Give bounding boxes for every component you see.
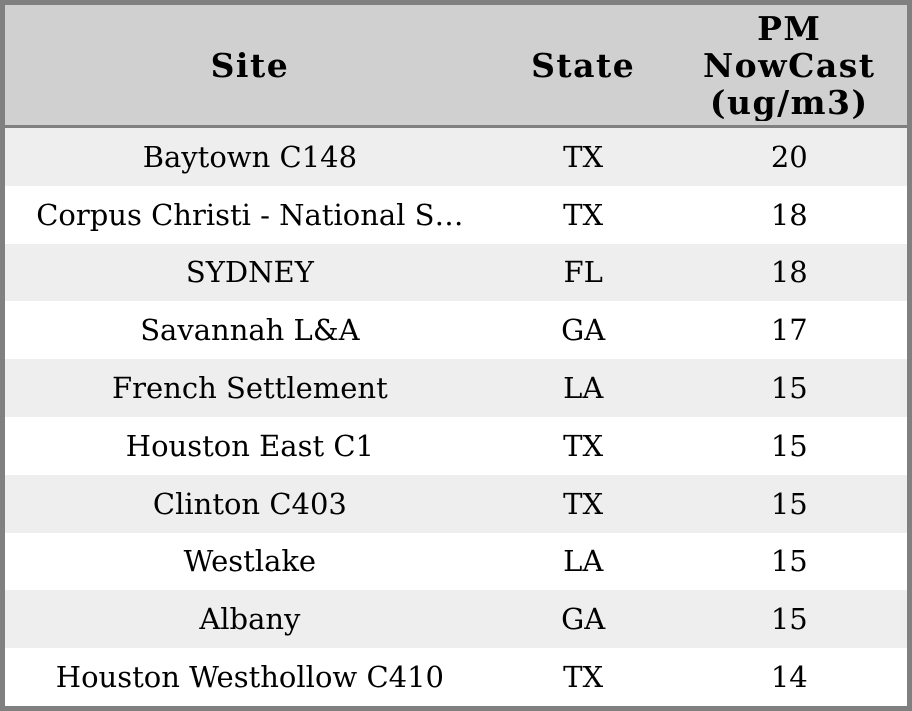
state-cell: TX [563, 197, 604, 232]
pm-nowcast-cell: 18 [770, 255, 808, 290]
column-header-pm-nowcast: PM NowCast (ug/m3) [702, 9, 876, 121]
table-row: Houston East C1 TX 15 [5, 416, 907, 475]
table-header-row: Site State PM NowCast (ug/m3) [5, 5, 907, 128]
site-cell: French Settlement [112, 371, 388, 406]
site-cell: Clinton C403 [152, 486, 347, 521]
table-row: Clinton C403 TX 15 [5, 474, 907, 533]
site-cell: Houston East C1 [125, 428, 374, 463]
table-row: Baytown C148 TX 20 [5, 128, 907, 186]
column-header-state: State [531, 46, 636, 84]
table-row: SYDNEY FL 18 [5, 243, 907, 302]
table-body: Baytown C148 TX 20 Corpus Christi - Nati… [5, 128, 907, 706]
table-row: Savannah L&A GA 17 [5, 301, 907, 360]
table-row: Corpus Christi - National S… TX 18 [5, 185, 907, 244]
site-cell: Baytown C148 [142, 139, 358, 174]
state-cell: TX [563, 660, 604, 695]
state-cell: GA [561, 313, 606, 348]
table-row: Albany GA 15 [5, 590, 907, 649]
site-cell: Albany [199, 602, 301, 637]
pm-nowcast-cell: 15 [770, 486, 808, 521]
state-cell: TX [563, 428, 604, 463]
site-cell: SYDNEY [185, 255, 314, 290]
pm-nowcast-cell: 15 [770, 371, 808, 406]
pm-nowcast-cell: 18 [770, 197, 808, 232]
state-cell: LA [563, 544, 604, 579]
site-cell: Savannah L&A [140, 313, 360, 348]
site-cell: Houston Westhollow C410 [55, 660, 444, 695]
state-cell: FL [563, 255, 603, 290]
table-row: French Settlement LA 15 [5, 359, 907, 417]
table-row: Westlake LA 15 [5, 532, 907, 591]
site-cell: Corpus Christi - National S… [36, 197, 464, 232]
pm-nowcast-cell: 17 [770, 313, 808, 348]
pm-nowcast-cell: 15 [770, 428, 808, 463]
state-cell: TX [563, 486, 604, 521]
state-cell: TX [563, 139, 604, 174]
state-cell: GA [561, 602, 606, 637]
column-header-site: Site [210, 46, 290, 84]
pm-nowcast-cell: 15 [770, 602, 808, 637]
state-cell: LA [563, 371, 604, 406]
pm-nowcast-cell: 20 [770, 139, 808, 174]
site-cell: Westlake [183, 544, 317, 579]
pm-nowcast-cell: 15 [770, 544, 808, 579]
pm-nowcast-cell: 14 [770, 660, 808, 695]
table-row: Houston Westhollow C410 TX 14 [5, 648, 907, 706]
